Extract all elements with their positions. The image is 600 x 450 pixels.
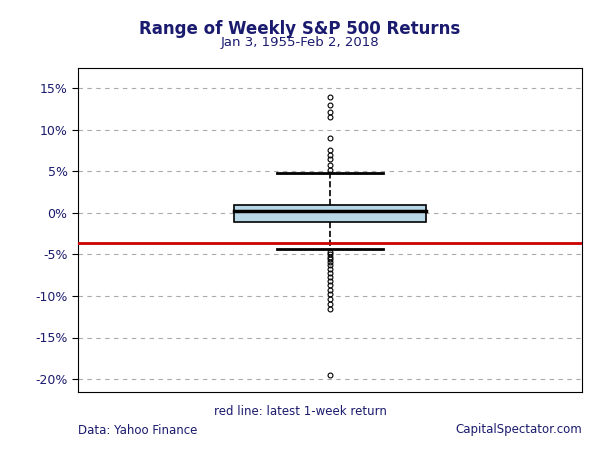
- Text: Jan 3, 1955-Feb 2, 2018: Jan 3, 1955-Feb 2, 2018: [221, 36, 379, 49]
- Text: CapitalSpectator.com: CapitalSpectator.com: [455, 423, 582, 436]
- Text: Data: Yahoo Finance: Data: Yahoo Finance: [78, 423, 197, 436]
- Text: Range of Weekly S&P 500 Returns: Range of Weekly S&P 500 Returns: [139, 20, 461, 38]
- FancyBboxPatch shape: [234, 205, 426, 222]
- Text: red line: latest 1-week return: red line: latest 1-week return: [214, 405, 386, 418]
